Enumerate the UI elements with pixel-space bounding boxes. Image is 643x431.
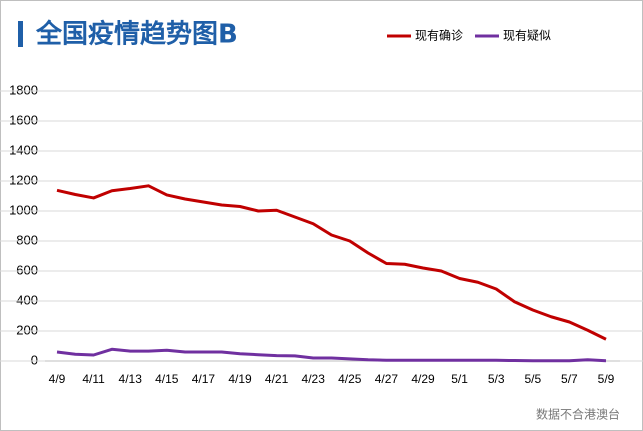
legend-label: 现有疑似 — [503, 28, 551, 43]
footnote: 数据不合港澳台 — [536, 407, 620, 422]
data-line — [56, 184, 607, 341]
y-tick-label: 800 — [16, 232, 38, 247]
x-tick-label: 4/15 — [155, 372, 179, 386]
x-tick-label: 4/27 — [375, 372, 399, 386]
x-tick-label: 5/1 — [451, 372, 468, 386]
x-tick-label: 4/21 — [265, 372, 289, 386]
data-line — [56, 347, 607, 363]
x-tick-label: 5/7 — [561, 372, 578, 386]
chart-title: 全国疫情趋势图B — [35, 19, 238, 50]
x-tick-label: 5/5 — [524, 372, 541, 386]
y-tick-label: 1000 — [9, 202, 38, 217]
x-tick-label: 4/17 — [192, 372, 216, 386]
x-tick-label: 5/9 — [598, 372, 615, 386]
y-tick-label: 200 — [16, 322, 38, 337]
x-tick-label: 4/23 — [302, 372, 326, 386]
y-tick-label: 1600 — [9, 112, 38, 127]
y-tick-label: 1200 — [9, 172, 38, 187]
x-tick-label: 4/11 — [82, 372, 105, 386]
y-tick-label: 1400 — [9, 142, 38, 157]
y-tick-label: 1800 — [9, 82, 38, 97]
x-tick-label: 4/9 — [49, 372, 66, 386]
x-tick-label: 4/13 — [119, 372, 143, 386]
y-tick-label: 0 — [31, 352, 38, 367]
y-tick-label: 400 — [16, 292, 38, 307]
x-tick-label: 4/19 — [228, 372, 252, 386]
x-tick-label: 4/25 — [338, 372, 362, 386]
x-tick-label: 5/3 — [488, 372, 505, 386]
legend-label: 现有确诊 — [415, 29, 463, 43]
x-tick-label: 4/29 — [411, 372, 435, 386]
title-bar — [18, 21, 23, 47]
y-tick-label: 600 — [16, 262, 38, 277]
